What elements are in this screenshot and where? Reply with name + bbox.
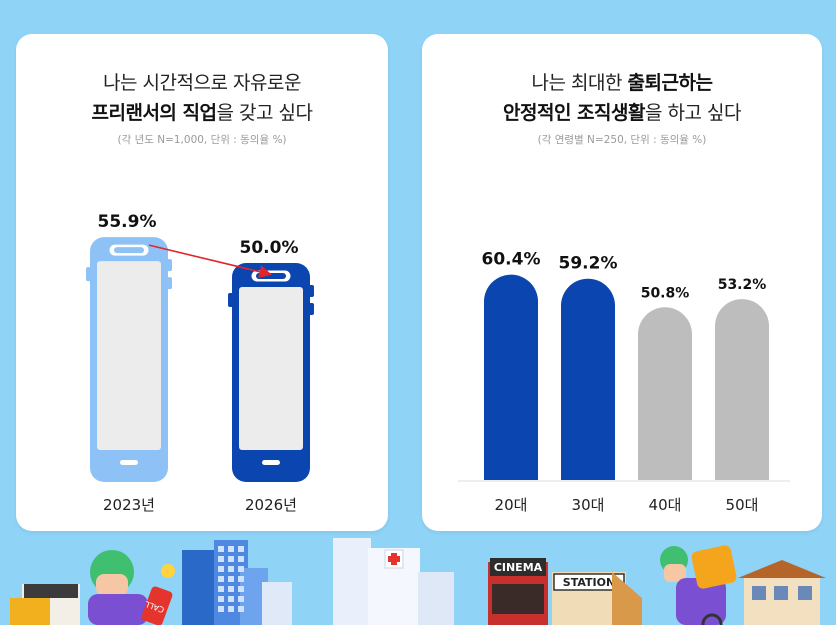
cinema-building: CINEMA bbox=[488, 558, 548, 625]
phone-bar-2023년 bbox=[86, 237, 172, 482]
window bbox=[228, 586, 234, 592]
category-label-30대: 30대 bbox=[572, 496, 605, 514]
window bbox=[228, 596, 234, 602]
window bbox=[238, 606, 244, 612]
category-label-2023년: 2023년 bbox=[103, 496, 155, 514]
right-title-bold2: 안정적인 조직생활 bbox=[503, 102, 645, 124]
category-label-2026년: 2026년 bbox=[245, 496, 297, 514]
window bbox=[228, 576, 234, 582]
window bbox=[218, 556, 224, 562]
age-group-chart-panel: 나는 최대한 출퇴근하는 안정적인 조직생활을 하고 싶다 (각 연령별 N=2… bbox=[422, 34, 822, 531]
hospital-building bbox=[333, 538, 454, 625]
cinema-sign: CINEMA bbox=[494, 561, 543, 574]
bar-20대 bbox=[484, 274, 538, 480]
left-title-line2: 프리랜서의 직업을 갖고 싶다 bbox=[16, 98, 388, 125]
value-label-50대: 53.2% bbox=[718, 277, 767, 293]
phone-home-button bbox=[120, 460, 138, 465]
trend-arrow bbox=[148, 244, 273, 278]
left-title-line1: 나는 시간적으로 자유로운 bbox=[103, 72, 301, 94]
age-bar-chart: 60.4% 20대 59.2% 30대 50.8% 40대 53.2% 50대 bbox=[458, 250, 790, 514]
phone-speaker-inner bbox=[256, 273, 286, 279]
right-title-rest: 을 하고 싶다 bbox=[644, 102, 741, 124]
shop-building bbox=[10, 584, 80, 625]
category-label-40대: 40대 bbox=[649, 496, 682, 514]
window bbox=[238, 566, 244, 572]
right-title-line2: 안정적인 조직생활을 하고 싶다 bbox=[422, 98, 822, 125]
left-chart-note: (각 년도 N=1,000, 단위 : 동의율 %) bbox=[117, 134, 287, 146]
phone-bar-2026년 bbox=[228, 263, 314, 482]
value-label-40대: 50.8% bbox=[641, 285, 690, 301]
window bbox=[218, 596, 224, 602]
window bbox=[238, 586, 244, 592]
window bbox=[238, 556, 244, 562]
station-building: STATION bbox=[552, 572, 642, 625]
window bbox=[238, 576, 244, 582]
office-buildings-left bbox=[182, 540, 292, 625]
window bbox=[228, 606, 234, 612]
value-label-20대: 60.4% bbox=[482, 250, 541, 270]
phone-screen bbox=[97, 261, 161, 450]
category-label-20대: 20대 bbox=[495, 496, 528, 514]
category-label-50대: 50대 bbox=[726, 496, 759, 514]
window bbox=[218, 576, 224, 582]
left-title-bold: 프리랜서의 직업 bbox=[91, 102, 217, 124]
right-title-plain: 나는 최대한 bbox=[531, 72, 628, 94]
right-chart-note: (각 연령별 N=250, 단위 : 동의율 %) bbox=[537, 134, 707, 146]
bar-50대 bbox=[715, 299, 769, 480]
window bbox=[218, 566, 224, 572]
bar-40대 bbox=[638, 307, 692, 480]
right-title-line1: 나는 최대한 출퇴근하는 bbox=[422, 68, 822, 95]
phone-screen bbox=[239, 287, 303, 450]
window bbox=[238, 596, 244, 602]
station-sign: STATION bbox=[563, 576, 615, 589]
phone-home-button bbox=[262, 460, 280, 465]
right-title-bold1: 출퇴근하는 bbox=[627, 72, 713, 94]
window bbox=[218, 546, 224, 552]
delivery-rider-right bbox=[660, 545, 737, 625]
phone-bar-chart: 55.9% 2023년 50.0% 2026년 bbox=[86, 212, 314, 514]
window bbox=[228, 556, 234, 562]
house-building bbox=[738, 560, 826, 625]
left-title-rest: 을 갖고 싶다 bbox=[216, 102, 313, 124]
value-label-30대: 59.2% bbox=[559, 254, 618, 274]
value-label-2023년: 55.9% bbox=[98, 212, 157, 232]
freelancer-chart-panel: 나는 시간적으로 자유로운 프리랜서의 직업을 갖고 싶다 (각 년도 N=1,… bbox=[16, 34, 388, 531]
city-illustration: CALL CINEMA STATION bbox=[10, 538, 826, 625]
value-label-2026년: 50.0% bbox=[240, 238, 299, 258]
phone-speaker-inner bbox=[114, 247, 144, 254]
window bbox=[218, 606, 224, 612]
bar-30대 bbox=[561, 278, 615, 480]
delivery-rider-left: CALL bbox=[88, 550, 175, 625]
window bbox=[228, 546, 234, 552]
window bbox=[238, 546, 244, 552]
window bbox=[218, 586, 224, 592]
window bbox=[228, 566, 234, 572]
